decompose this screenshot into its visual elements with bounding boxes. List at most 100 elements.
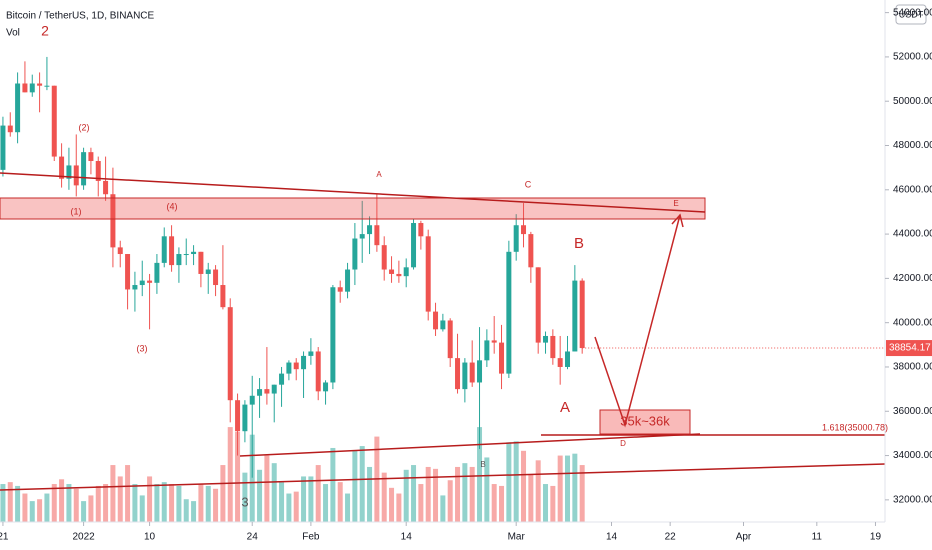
candle-body	[447, 320, 453, 359]
candle-body	[425, 236, 431, 312]
x-tick-label: 11	[812, 532, 823, 543]
wave-label: (4)	[167, 201, 178, 211]
volume-bar	[345, 493, 351, 522]
volume-bar	[447, 480, 453, 522]
y-tick-label: 44000.00	[893, 229, 932, 240]
volume-bar	[543, 484, 549, 522]
volume-bar	[418, 484, 424, 522]
x-tick-label: 22	[665, 532, 677, 543]
wave-label: A	[560, 399, 570, 416]
candle-body	[15, 83, 21, 133]
projection-arrow	[594, 214, 681, 428]
candle-body	[7, 125, 13, 133]
volume-bar	[506, 442, 512, 522]
candle-body	[95, 161, 101, 181]
volume-bar	[213, 488, 219, 522]
candle-body	[330, 287, 336, 383]
volume-bar	[44, 493, 50, 522]
candle-body	[37, 83, 43, 86]
candle-body	[521, 225, 527, 235]
volume-bar	[249, 434, 255, 522]
candle-body	[462, 362, 468, 390]
y-tick-label: 54000.00	[893, 7, 932, 18]
wave-label: (1)	[71, 206, 82, 216]
candle-body	[528, 234, 534, 268]
volume-bar	[66, 484, 72, 522]
wave-label: B	[574, 235, 584, 252]
volume-bar	[565, 455, 571, 522]
candle-body	[242, 404, 248, 432]
candle-body	[440, 320, 446, 330]
candle-body	[88, 152, 94, 162]
volume-bar	[535, 460, 541, 522]
candle-body	[308, 351, 314, 356]
volume-bar	[513, 441, 519, 522]
volume-bar	[396, 493, 402, 522]
x-tick-label: Mar	[508, 532, 526, 543]
volume-bar	[37, 499, 43, 522]
volume-bar	[183, 499, 189, 522]
volume-bar	[579, 465, 585, 522]
fib-label: 1.618(35000.78)	[822, 422, 888, 432]
currency-button[interactable]	[895, 4, 927, 25]
candle-body	[315, 351, 321, 392]
candle-body	[22, 83, 28, 93]
candle-body	[205, 269, 211, 274]
candle-body	[293, 362, 299, 370]
candle-body	[513, 225, 519, 252]
volume-bar	[0, 484, 6, 522]
arrow-head	[671, 213, 684, 228]
volume-bar	[359, 446, 365, 522]
wave-label: B	[480, 460, 485, 469]
candle-body	[73, 165, 79, 186]
x-tick-label: 14	[606, 532, 618, 543]
candle-body	[183, 254, 189, 256]
volume-bar	[433, 468, 439, 522]
candle-body	[227, 307, 233, 401]
target-label: 35k~36k	[620, 413, 670, 428]
volume-bar	[169, 484, 175, 522]
volume-bar	[132, 484, 138, 522]
candle-body	[154, 262, 160, 283]
candle-body	[433, 311, 439, 330]
y-tick-label: 32000.00	[893, 494, 932, 505]
x-tick-label: 2022	[72, 532, 95, 543]
y-tick-label: 52000.00	[893, 52, 932, 63]
x-tick-label: 19	[870, 532, 882, 543]
x-tick-label: Feb	[302, 532, 320, 543]
candle-body	[352, 238, 358, 270]
volume-label: Vol	[6, 28, 20, 39]
candle-body	[286, 362, 292, 374]
volume-bar	[491, 484, 497, 522]
candle-body	[389, 269, 395, 274]
candle-body	[381, 245, 387, 270]
candle-body	[455, 358, 461, 390]
candle-body	[161, 236, 167, 263]
currency-label[interactable]: USDT	[899, 9, 924, 19]
drawings: 2 (2) (1) (4) (3) A C B A E D 3 B 35k~36…	[0, 23, 888, 509]
volume-bar	[477, 427, 483, 522]
candle-body	[44, 85, 50, 87]
y-tick-label: 34000.00	[893, 450, 932, 461]
trend-line	[239, 433, 701, 457]
volume-bar	[242, 472, 248, 522]
candle-body	[477, 360, 483, 383]
volume-bar	[557, 455, 563, 522]
candle-body	[403, 267, 409, 277]
volume-bar	[271, 463, 277, 522]
candle-body	[125, 254, 131, 290]
candle-body	[249, 395, 255, 405]
trend-line	[0, 463, 886, 491]
volume-bar	[59, 479, 65, 522]
volume-bar	[22, 493, 28, 522]
candle-body	[565, 351, 571, 367]
volume-bar	[440, 495, 446, 522]
candle-body	[301, 355, 307, 370]
y-tick-label: 40000.00	[893, 317, 932, 328]
volume-bar	[528, 474, 534, 522]
wave-label: A	[376, 170, 382, 179]
resistance-zone	[0, 197, 706, 220]
volume-bar	[205, 485, 211, 522]
volume-bar	[257, 469, 263, 522]
candle-body	[535, 267, 541, 343]
